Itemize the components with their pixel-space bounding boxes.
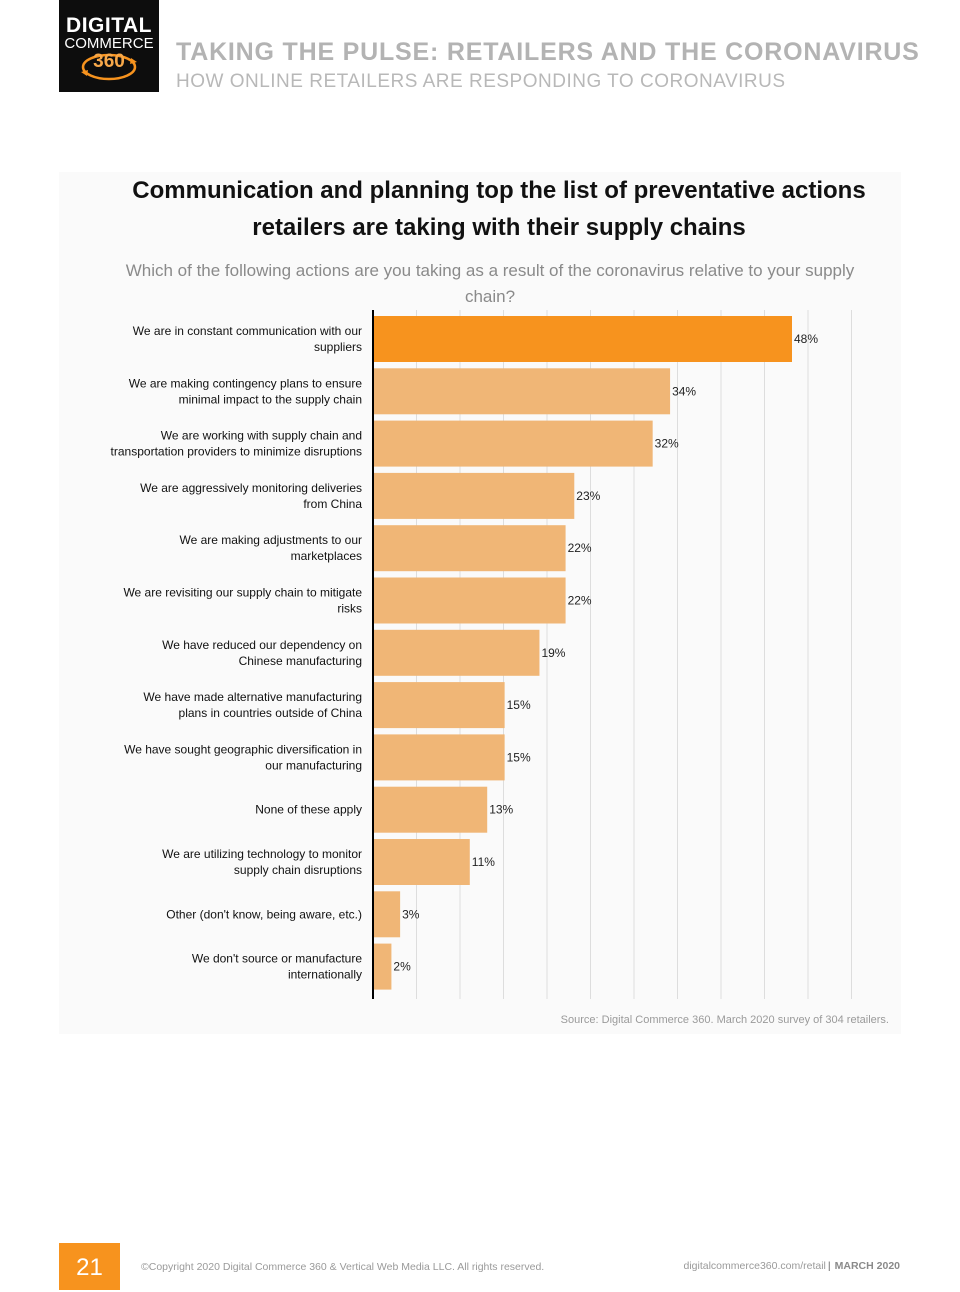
logo-line-2: COMMERCE — [64, 35, 154, 52]
category-label: We are aggressively monitoring deliverie… — [140, 481, 362, 495]
category-label: marketplaces — [291, 549, 362, 563]
category-label: We are making contingency plans to ensur… — [129, 376, 363, 390]
brand-logo: DIGITAL COMMERCE 360 — [59, 0, 159, 92]
bar-value-label: 32% — [655, 437, 679, 451]
bar — [374, 682, 505, 729]
bar — [374, 629, 540, 676]
category-label: risks — [337, 602, 362, 616]
category-label: suppliers — [314, 340, 362, 354]
category-label: We have made alternative manufacturing — [143, 690, 362, 704]
category-label: from China — [303, 497, 362, 511]
chart-title-line-2: retailers are taking with their supply c… — [252, 214, 746, 241]
category-label: We are utilizing technology to monitor — [162, 847, 362, 861]
chart-question-line-1: Which of the following actions are you t… — [125, 261, 855, 280]
footer-separator: | — [827, 1260, 831, 1272]
bar — [374, 316, 792, 362]
bar — [374, 943, 392, 990]
report-subtitle: HOW ONLINE RETAILERS ARE RESPONDING TO C… — [176, 71, 786, 92]
footer-right: digitalcommerce360.com/retail | MARCH 2020 — [684, 1260, 901, 1272]
chart-source: Source: Digital Commerce 360. March 2020… — [560, 1014, 889, 1026]
bar-value-label: 11% — [472, 855, 495, 869]
logo-line-1: DIGITAL — [66, 14, 152, 37]
bar-value-label: 13% — [489, 803, 513, 817]
copyright-notice: ©Copyright 2020 Digital Commerce 360 & V… — [141, 1261, 545, 1273]
bar-value-label: 19% — [541, 646, 565, 660]
chart-question: Which of the following actions are you t… — [95, 258, 885, 310]
category-label: supply chain disruptions — [234, 863, 362, 877]
bar-value-label: 2% — [393, 960, 411, 974]
category-label: minimal impact to the supply chain — [179, 392, 362, 406]
bar-value-label: 48% — [794, 332, 818, 346]
bar-value-label: 23% — [576, 489, 600, 503]
bar-value-label: 34% — [672, 384, 696, 398]
bar-value-label: 22% — [568, 541, 592, 555]
bar — [374, 472, 575, 519]
category-label: We have reduced our dependency on — [162, 638, 362, 652]
logo-line-3: 360 — [93, 51, 125, 72]
bar — [374, 420, 653, 467]
bar — [374, 577, 566, 624]
bar-value-label: 15% — [507, 750, 531, 764]
category-label: We don't source or manufacture — [192, 952, 362, 966]
chart-title-line-1: Communication and planning top the list … — [132, 177, 866, 204]
page-number: 21 — [59, 1243, 120, 1290]
bar — [374, 734, 505, 781]
category-label: We are revisiting our supply chain to mi… — [123, 586, 362, 600]
bar-value-label: 22% — [568, 594, 592, 608]
category-label: internationally — [288, 968, 362, 982]
chart-title: Communication and planning top the list … — [59, 172, 939, 246]
logo-ring-icon — [81, 53, 137, 81]
category-label: We have sought geographic diversificatio… — [124, 742, 362, 756]
bar-value-label: 15% — [507, 698, 531, 712]
bar — [374, 368, 671, 415]
category-label: Other (don't know, being aware, etc.) — [166, 907, 362, 921]
report-title: TAKING THE PULSE: RETAILERS AND THE CORO… — [176, 38, 920, 66]
bar — [374, 525, 566, 572]
category-label: transportation providers to minimize dis… — [111, 445, 362, 459]
category-label: We are making adjustments to our — [179, 533, 362, 547]
category-label: our manufacturing — [265, 758, 362, 772]
footer-url[interactable]: digitalcommerce360.com/retail — [683, 1260, 826, 1272]
category-label: We are in constant communication with ou… — [133, 324, 362, 338]
chart-question-line-2: chain? — [464, 287, 516, 306]
bar — [374, 839, 470, 885]
bar-value-label: 3% — [402, 907, 420, 921]
category-label: We are working with supply chain and — [161, 429, 362, 443]
bar — [374, 786, 488, 833]
category-label: plans in countries outside of China — [179, 706, 363, 720]
bar — [374, 891, 401, 938]
category-label: None of these apply — [255, 803, 362, 817]
footer-date: MARCH 2020 — [834, 1260, 900, 1272]
category-label: Chinese manufacturing — [239, 654, 362, 668]
